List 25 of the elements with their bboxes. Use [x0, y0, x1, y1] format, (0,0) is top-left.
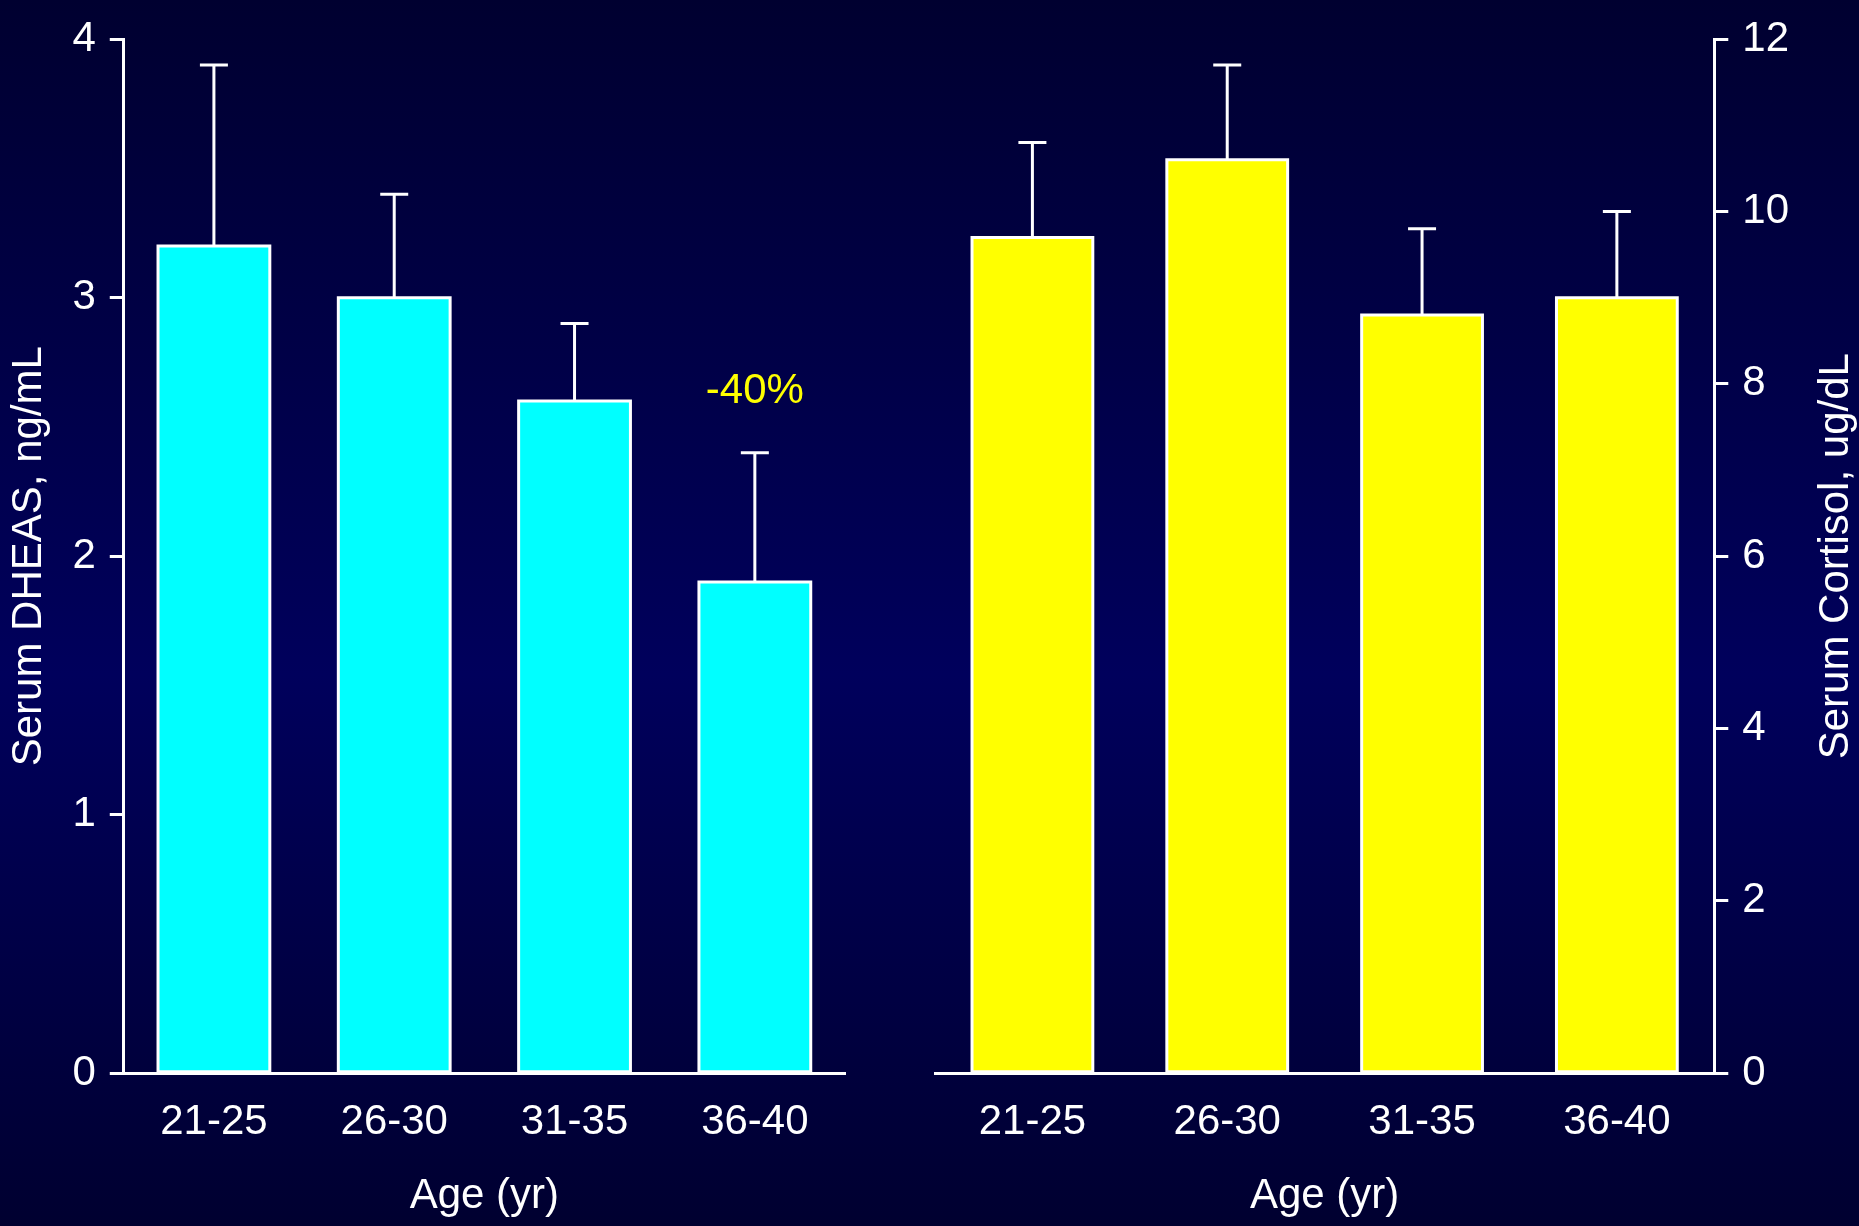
y-tick-label: 0: [72, 1046, 96, 1094]
y-tick-label: 3: [72, 271, 96, 319]
y-tick-label: 4: [72, 12, 96, 60]
y2-tick-label: 10: [1742, 185, 1789, 233]
x-axis-title: Age (yr): [409, 1170, 560, 1218]
x-tick-label: 26-30: [1173, 1095, 1281, 1143]
y2-tick-label: 8: [1742, 357, 1766, 405]
y2-tick-label: 6: [1742, 529, 1766, 577]
x-tick-label: 26-30: [340, 1095, 448, 1143]
y-tick-label: 2: [72, 529, 96, 577]
x-tick-label: 21-25: [160, 1095, 268, 1143]
annotation: -40%: [705, 365, 804, 413]
x-tick-label: 36-40: [701, 1095, 809, 1143]
y2-axis-title: Serum Cortisol, ug/dL: [1809, 353, 1857, 760]
y-axis-title: Serum DHEAS, ng/mL: [2, 346, 50, 767]
y2-tick-label: 12: [1742, 12, 1789, 60]
y2-tick-label: 2: [1742, 874, 1766, 922]
x-tick-label: 31-35: [520, 1095, 629, 1143]
x-axis-title: Age (yr): [1249, 1170, 1400, 1218]
x-tick-label: 21-25: [978, 1095, 1087, 1143]
x-tick-label: 36-40: [1563, 1095, 1671, 1143]
y2-tick-label: 4: [1742, 702, 1766, 750]
x-tick-label: 31-35: [1368, 1095, 1476, 1143]
y2-tick-label: 0: [1742, 1046, 1766, 1094]
y-tick-label: 1: [72, 788, 96, 836]
